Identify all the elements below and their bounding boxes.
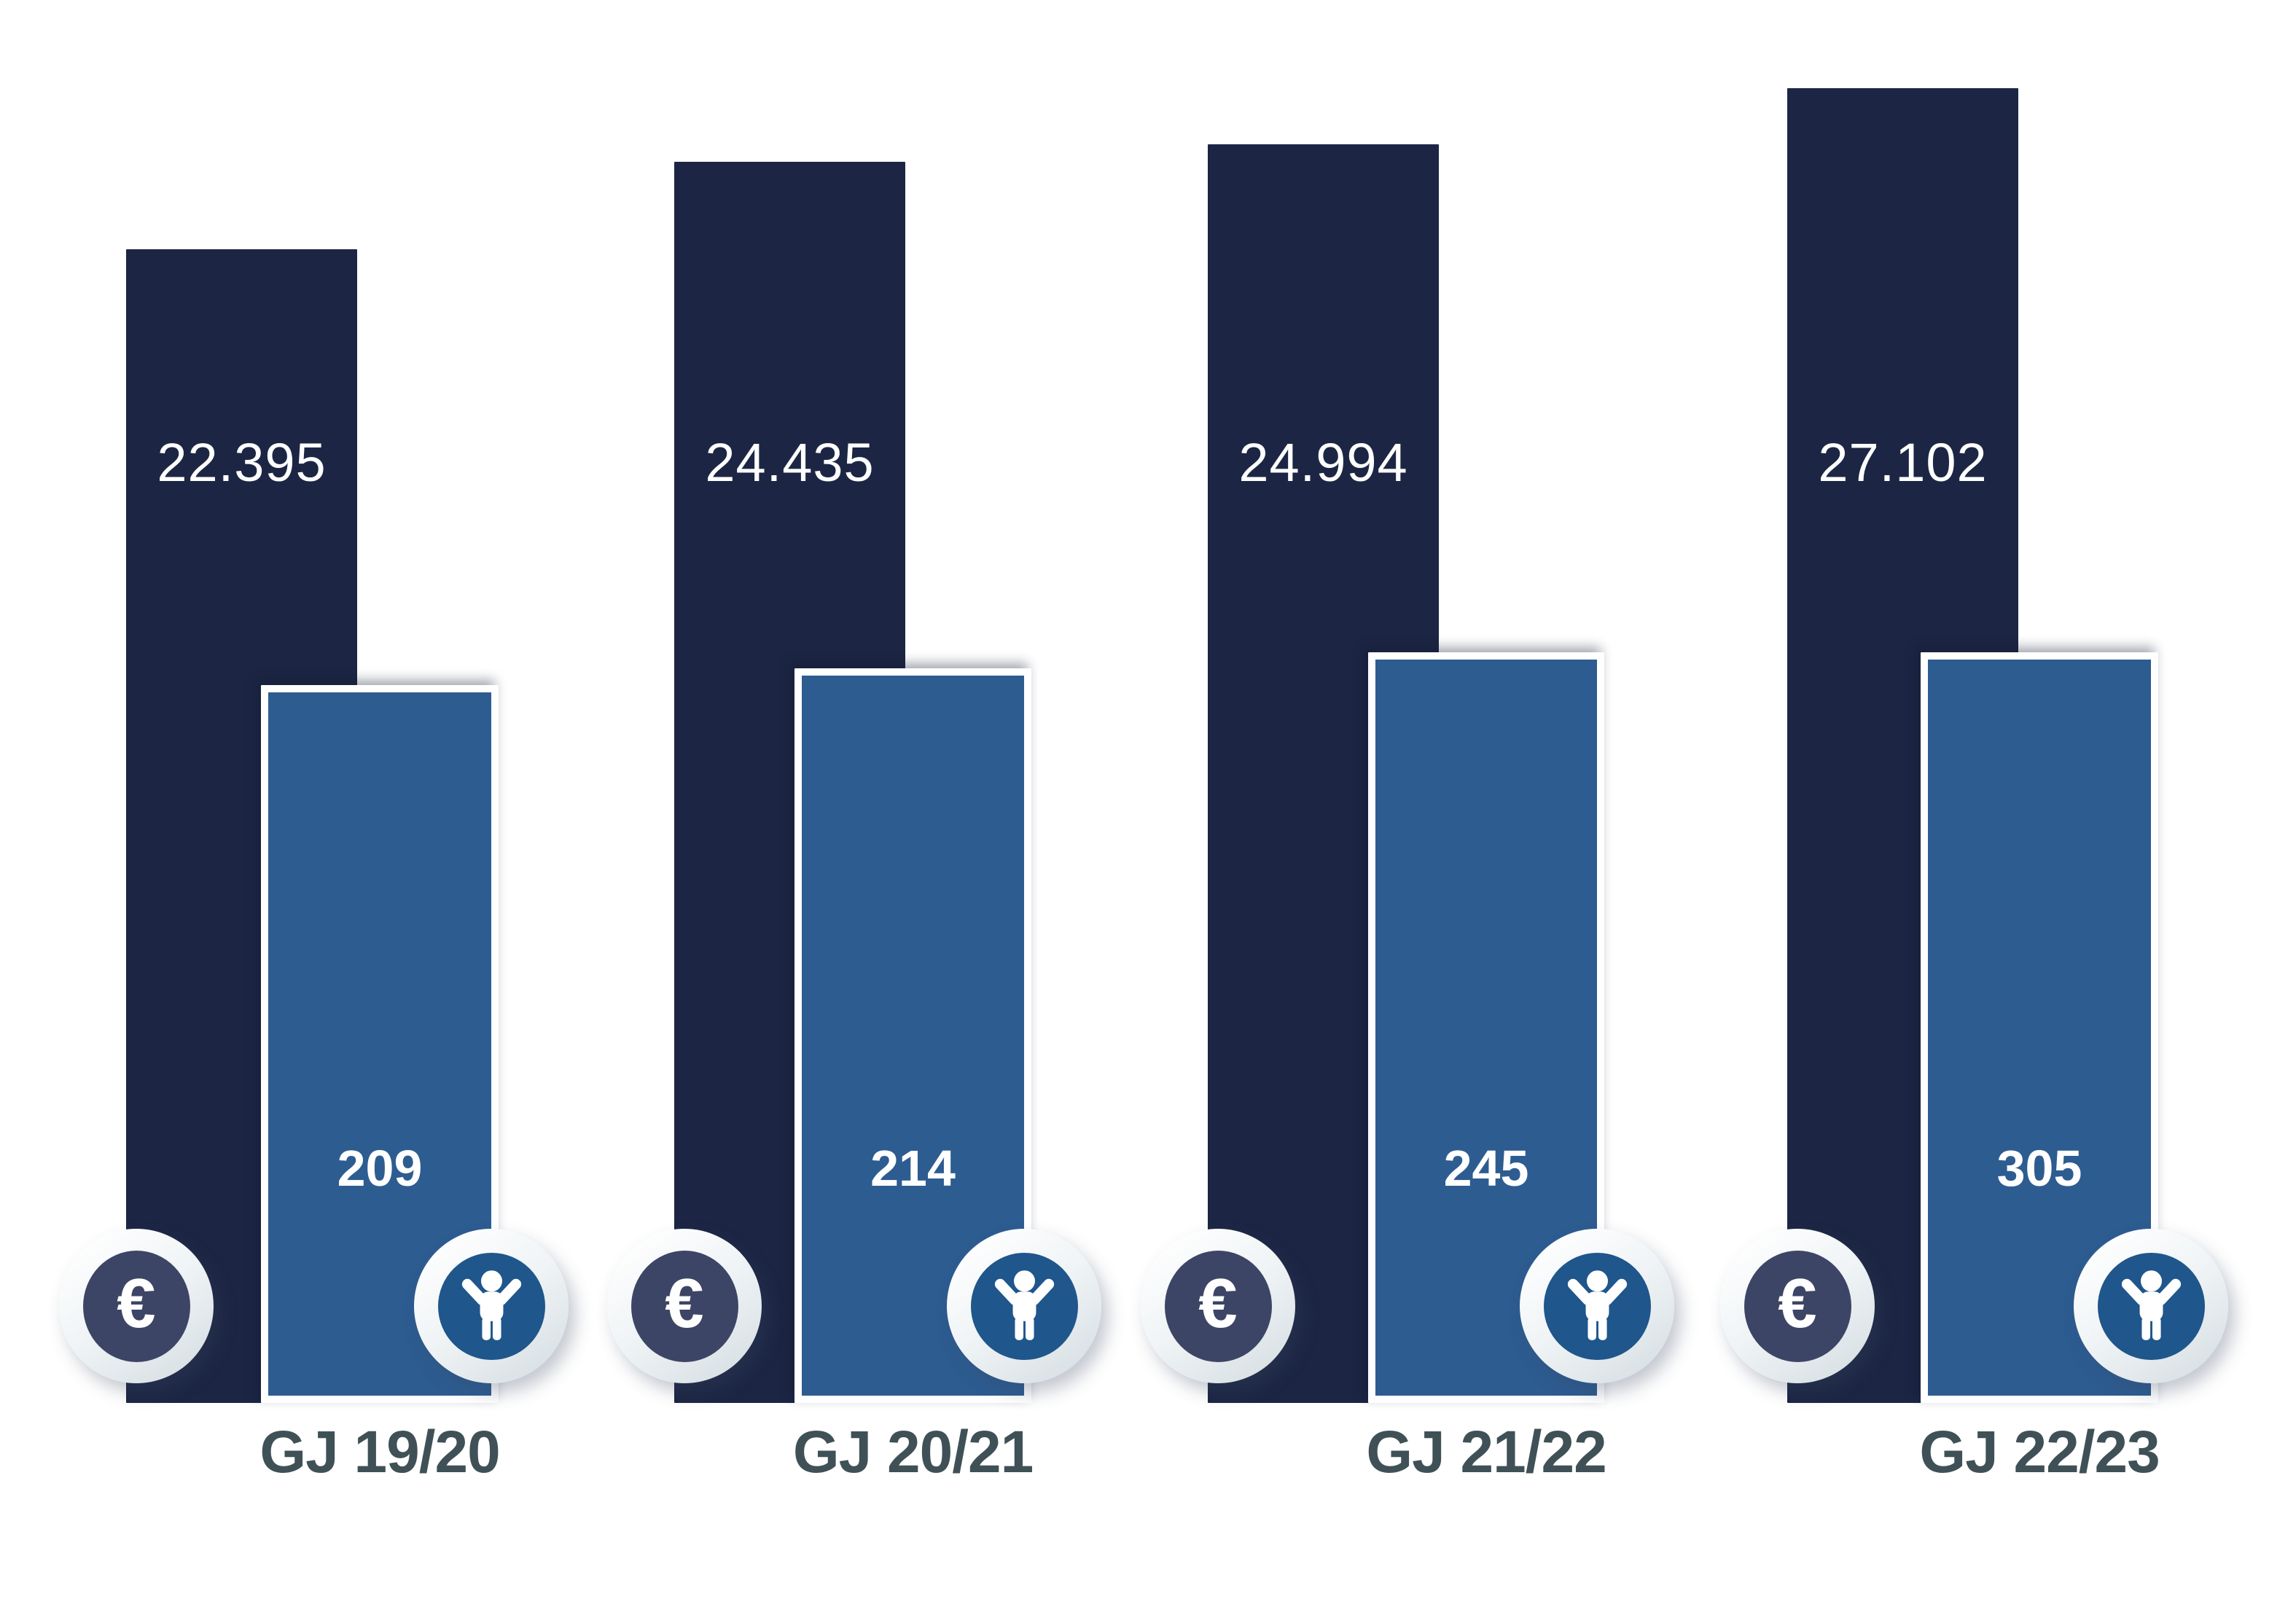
people-value-label: 214 — [870, 1140, 956, 1197]
euro-value-label: 22.395 — [157, 432, 327, 493]
euro-badge: € — [1720, 1229, 1875, 1383]
person-badge — [414, 1229, 569, 1383]
person-badge — [1520, 1229, 1674, 1383]
euro-badge: € — [59, 1229, 214, 1383]
euro-value-label: 24.994 — [1238, 432, 1408, 493]
person-badge — [947, 1229, 1101, 1383]
euro-icon: € — [630, 1250, 738, 1362]
people-bar — [794, 668, 1031, 1403]
x-axis-label: GJ 22/23 — [1919, 1419, 2160, 1485]
person-icon — [1543, 1252, 1651, 1360]
euro-value-label: 24.435 — [705, 432, 875, 493]
euro-icon: € — [82, 1250, 190, 1362]
euro-badge: € — [1141, 1229, 1295, 1383]
people-value-label: 209 — [337, 1140, 423, 1197]
people-value-label: 305 — [1996, 1140, 2082, 1197]
euro-value-label: 27.102 — [1818, 432, 1988, 493]
people-value-label: 245 — [1443, 1140, 1529, 1197]
person-icon — [437, 1252, 545, 1360]
euro-icon: € — [1164, 1250, 1272, 1362]
euro-icon: € — [1744, 1250, 1851, 1362]
x-axis-label: GJ 21/22 — [1366, 1419, 1606, 1485]
x-axis-label: GJ 19/20 — [259, 1419, 500, 1485]
x-axis-label: GJ 20/21 — [792, 1419, 1034, 1485]
person-icon — [2097, 1252, 2205, 1360]
person-badge — [2074, 1229, 2228, 1383]
euro-badge: € — [607, 1229, 762, 1383]
person-icon — [970, 1252, 1078, 1360]
